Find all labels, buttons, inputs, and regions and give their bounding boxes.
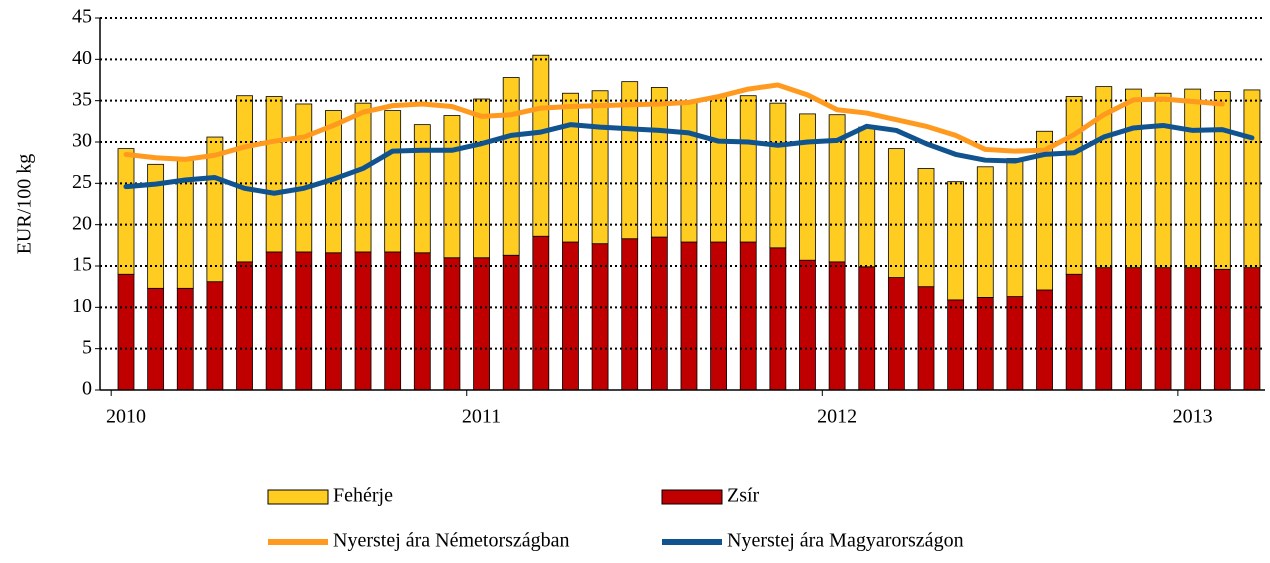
bar-segment bbox=[799, 113, 816, 261]
y-tick-label: 15 bbox=[72, 254, 92, 276]
bar-segment bbox=[976, 166, 994, 298]
bar-segment bbox=[117, 148, 135, 275]
bar-segment bbox=[1213, 91, 1231, 270]
bar-segment bbox=[769, 102, 787, 249]
x-tick-label: 2011 bbox=[462, 406, 501, 428]
bar-segment bbox=[710, 96, 727, 243]
bar-segment bbox=[1095, 267, 1113, 391]
bar-segment bbox=[887, 148, 905, 278]
x-tick-label: 2013 bbox=[1173, 406, 1213, 428]
bar-segment bbox=[739, 241, 757, 391]
bar-segment bbox=[473, 98, 490, 259]
bar-segment bbox=[650, 236, 668, 391]
y-tick-label: 10 bbox=[72, 295, 92, 317]
bar-segment bbox=[680, 241, 698, 391]
bar-segment bbox=[532, 54, 550, 237]
legend-swatch bbox=[661, 489, 723, 505]
bar-segment bbox=[443, 115, 461, 259]
y-tick-label: 35 bbox=[72, 88, 92, 110]
bar-segment bbox=[295, 103, 313, 253]
bar-segment bbox=[947, 181, 965, 301]
bar-segment bbox=[176, 287, 194, 391]
bar-segment bbox=[1184, 267, 1202, 391]
y-tick-label: 5 bbox=[82, 336, 92, 358]
y-tick-label: 30 bbox=[72, 130, 92, 152]
bar-segment bbox=[295, 251, 313, 391]
bar-segment bbox=[502, 77, 520, 256]
bar-segment bbox=[1154, 92, 1172, 269]
bar-segment bbox=[799, 259, 816, 391]
bar-segment bbox=[739, 95, 757, 243]
bar-segment bbox=[562, 241, 579, 391]
bar-segment bbox=[887, 277, 905, 391]
bar-segment bbox=[650, 87, 668, 238]
bar-segment bbox=[947, 299, 965, 391]
bar-segment bbox=[1154, 267, 1172, 391]
bar-segment bbox=[591, 90, 609, 245]
line-series bbox=[123, 82, 1225, 162]
bar-segment bbox=[1184, 88, 1202, 269]
bar-segment bbox=[354, 251, 372, 391]
bar-segment bbox=[680, 101, 698, 243]
bar-segment bbox=[917, 168, 935, 288]
bar-segment bbox=[147, 287, 165, 391]
bar-segment bbox=[858, 266, 876, 391]
bar-segment bbox=[1213, 268, 1231, 391]
bar-segment bbox=[1095, 86, 1113, 269]
bar-segment bbox=[976, 297, 994, 391]
y-axis-label: EUR/100 kg bbox=[14, 154, 36, 255]
bar-segment bbox=[769, 247, 787, 391]
bar-segment bbox=[354, 102, 372, 253]
x-tick-label: 2012 bbox=[817, 406, 857, 428]
bar-segment bbox=[502, 254, 520, 391]
legend-label: Nyerstej ára Németországban bbox=[333, 530, 570, 552]
bar-segment bbox=[621, 238, 639, 391]
bar-segment bbox=[117, 273, 135, 391]
legend-label: Nyerstej ára Magyarországon bbox=[727, 530, 964, 552]
bar-segment bbox=[413, 252, 431, 391]
bar-segment bbox=[917, 286, 935, 391]
bar-segment bbox=[413, 124, 431, 254]
y-tick-label: 25 bbox=[72, 171, 92, 193]
bar-segment bbox=[1036, 289, 1053, 391]
bar-segment bbox=[236, 95, 253, 263]
bar-segment bbox=[384, 251, 402, 391]
y-tick-label: 0 bbox=[82, 378, 92, 400]
bar-segment bbox=[621, 81, 639, 240]
bar-segment bbox=[828, 261, 846, 391]
bar-segment bbox=[325, 252, 342, 391]
bar-segment bbox=[206, 281, 224, 391]
y-tick-label: 20 bbox=[72, 212, 92, 234]
bar-segment bbox=[236, 261, 253, 391]
bar-segment bbox=[473, 257, 490, 391]
bar-segment bbox=[1243, 267, 1261, 391]
y-tick-label: 45 bbox=[72, 6, 92, 28]
bar-segment bbox=[1006, 296, 1024, 391]
bar-segment bbox=[1125, 88, 1142, 269]
bar-segment bbox=[443, 257, 461, 391]
legend-swatch bbox=[267, 489, 329, 505]
bar-segment bbox=[532, 235, 550, 391]
bar-segment bbox=[1065, 96, 1083, 275]
bar-segment bbox=[265, 251, 283, 391]
bar-segment bbox=[1125, 267, 1142, 391]
bar-segment bbox=[1065, 273, 1083, 391]
line-series bbox=[123, 122, 1255, 196]
bar-segment bbox=[1243, 89, 1261, 269]
legend-label: Fehérje bbox=[333, 485, 393, 507]
bar-segment bbox=[265, 96, 283, 253]
bar-segment bbox=[710, 241, 727, 391]
bar-segment bbox=[1036, 130, 1053, 291]
legend-label: Zsír bbox=[727, 485, 760, 507]
bar-segment bbox=[384, 110, 402, 253]
bar-segment bbox=[1006, 158, 1024, 297]
x-tick-label: 2010 bbox=[106, 406, 146, 428]
bar-segment bbox=[206, 136, 224, 283]
bar-segment bbox=[562, 92, 579, 243]
bar-segment bbox=[858, 126, 876, 268]
bar-segment bbox=[147, 163, 165, 289]
y-tick-label: 40 bbox=[72, 47, 92, 69]
